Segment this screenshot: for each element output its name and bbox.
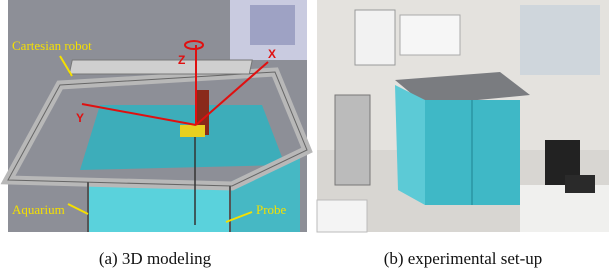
axis-label: Y xyxy=(76,111,84,125)
figure: Z X Y Cartesian robot Aquarium Probe (a)… xyxy=(0,0,615,277)
box xyxy=(317,200,367,232)
window xyxy=(250,5,295,45)
tank-side xyxy=(395,85,425,205)
probe-head xyxy=(180,125,205,137)
annotation: Probe xyxy=(256,202,287,217)
caption: (b) experimental set-up xyxy=(384,249,543,268)
axis-label: X xyxy=(268,47,276,61)
window xyxy=(520,5,600,75)
poster xyxy=(400,15,460,55)
rack xyxy=(335,95,370,185)
panel xyxy=(355,10,395,65)
panel-b xyxy=(317,0,609,232)
keyboard xyxy=(565,175,595,193)
aquarium-top xyxy=(80,105,285,170)
annotation: Cartesian robot xyxy=(12,38,92,53)
caption: (a) 3D modeling xyxy=(99,249,212,268)
annotation: Aquarium xyxy=(12,202,65,217)
desk xyxy=(520,185,609,232)
page: Z X Y Cartesian robot Aquarium Probe (a)… xyxy=(0,0,615,277)
rail xyxy=(69,60,252,74)
axis-label: Z xyxy=(178,53,185,67)
panel-a: Z X Y Cartesian robot Aquarium Probe xyxy=(8,0,307,232)
